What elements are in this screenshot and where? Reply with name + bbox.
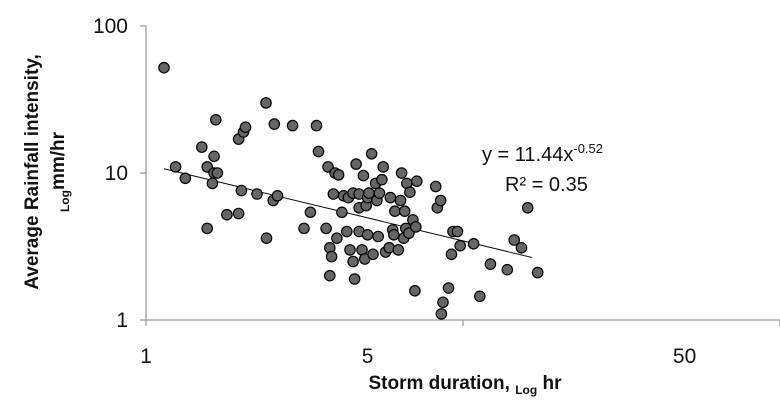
data-point <box>304 206 317 219</box>
data-point <box>367 248 379 261</box>
data-point <box>404 186 416 198</box>
data-point <box>344 244 356 256</box>
data-point <box>508 234 520 246</box>
data-point <box>298 222 310 235</box>
y-axis-title-line2: Logmm/hr <box>48 131 72 212</box>
data-point <box>340 225 353 238</box>
data-point <box>211 167 224 179</box>
data-point <box>376 173 388 186</box>
data-point <box>331 232 343 244</box>
data-point <box>445 248 458 261</box>
data-point <box>312 145 325 158</box>
y-tick-label: 1 <box>116 309 128 332</box>
data-point <box>392 244 405 256</box>
data-point <box>286 119 299 132</box>
x-tick-label: 1 <box>140 345 152 368</box>
data-point <box>158 61 170 74</box>
data-point <box>409 221 422 233</box>
data-point <box>260 97 272 109</box>
data-point <box>373 187 386 199</box>
data-point <box>210 114 222 126</box>
data-point <box>384 191 397 204</box>
data-point <box>332 169 345 181</box>
data-point <box>437 296 449 309</box>
data-point <box>347 255 359 268</box>
data-point <box>454 239 466 252</box>
y-axis-title: Average Rainfall intensity, Logmm/hr <box>22 54 72 289</box>
data-point <box>201 222 213 235</box>
data-points <box>158 61 544 320</box>
data-point <box>451 225 464 238</box>
data-point <box>365 148 378 160</box>
trendline-equation: y = 11.44x-0.52 <box>482 141 603 166</box>
data-point <box>398 205 411 217</box>
data-point <box>323 269 336 282</box>
data-point <box>473 290 486 303</box>
data-point <box>372 230 384 243</box>
data-point <box>206 177 219 190</box>
data-point <box>239 121 252 133</box>
data-point <box>501 263 514 276</box>
data-point <box>179 172 192 185</box>
data-point <box>251 188 263 200</box>
y-axis-title-line1: Average Rainfall intensity, <box>22 54 43 289</box>
data-point <box>394 194 407 207</box>
data-point <box>325 250 338 263</box>
data-point <box>232 207 245 220</box>
data-point <box>531 266 544 279</box>
data-point <box>442 282 455 294</box>
data-point <box>336 206 348 219</box>
data-point <box>268 118 281 130</box>
data-point <box>377 161 389 173</box>
r-squared-label: R² = 0.35 <box>505 174 588 196</box>
data-point <box>434 194 447 207</box>
data-point <box>361 229 374 241</box>
data-point <box>357 169 370 182</box>
data-point <box>260 232 273 244</box>
data-point <box>320 222 332 235</box>
data-point <box>169 161 182 173</box>
axes <box>140 25 780 326</box>
data-point <box>484 258 497 270</box>
data-point <box>409 284 421 297</box>
data-point <box>395 167 408 179</box>
data-point <box>348 273 361 285</box>
data-point <box>208 150 220 163</box>
data-point <box>196 141 208 153</box>
data-point <box>435 308 448 320</box>
data-point <box>350 158 362 170</box>
data-point <box>467 238 480 250</box>
data-point <box>429 180 442 193</box>
data-point <box>515 242 528 254</box>
x-axis-title: Storm duration, Log hr <box>368 373 562 397</box>
data-point <box>310 119 323 132</box>
y-tick-label: 10 <box>105 162 128 185</box>
x-tick-label: 50 <box>673 345 696 368</box>
data-point <box>521 202 534 214</box>
y-tick-label: 100 <box>93 15 128 38</box>
data-point <box>271 190 284 202</box>
data-point <box>327 188 340 200</box>
x-tick-label: 5 <box>362 345 374 368</box>
data-point <box>221 208 233 221</box>
data-point <box>410 175 423 187</box>
data-point <box>235 184 248 197</box>
data-point <box>389 205 401 217</box>
data-point <box>387 229 400 241</box>
